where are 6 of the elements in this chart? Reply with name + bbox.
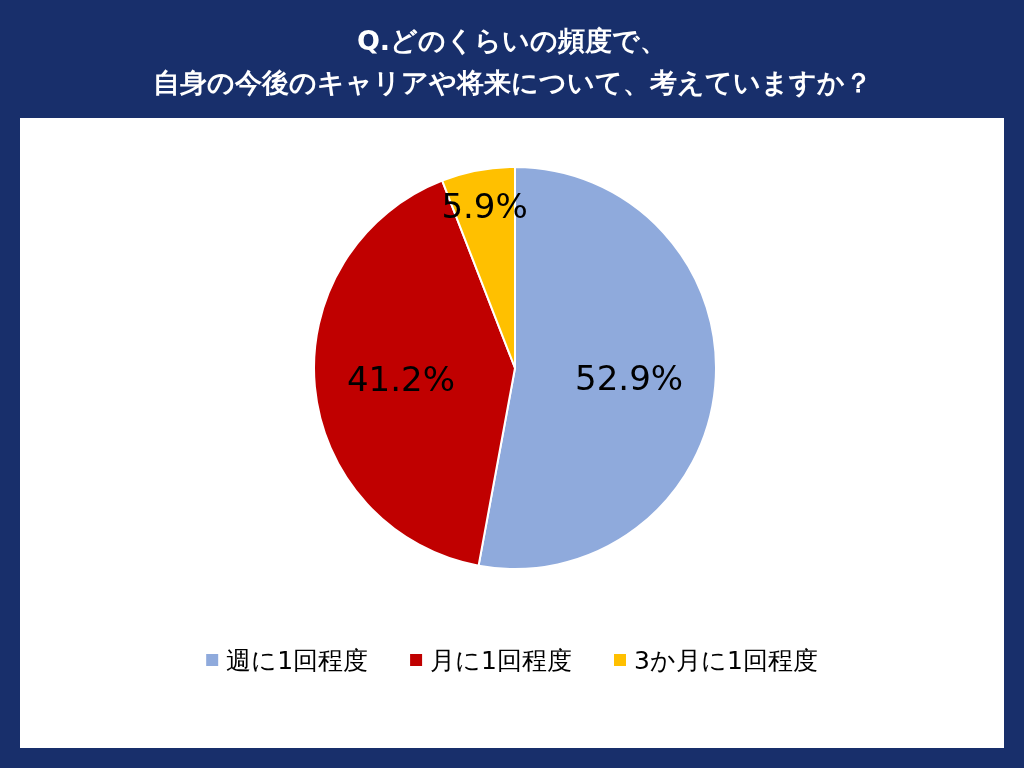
data-label: 41.2% [346, 358, 455, 399]
legend-label: 月に1回程度 [430, 646, 572, 675]
legend-label: 3か月に1回程度 [634, 646, 818, 675]
legend-label: 週に1回程度 [226, 646, 369, 675]
data-label: 52.9% [575, 358, 684, 399]
chart-title: Q.どのくらいの頻度で、自身の今後のキャリアや将来について、考えていますか？ [152, 25, 872, 98]
